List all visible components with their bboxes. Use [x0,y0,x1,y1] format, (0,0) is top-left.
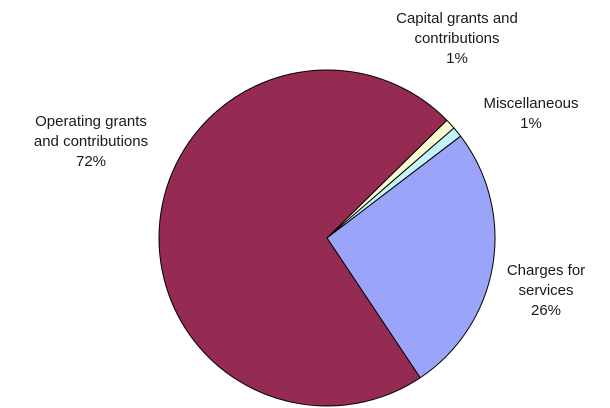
label-charges-for-services: Charges for services 26% [490,261,602,321]
label-operating-grants-percent: 72% [75,153,107,170]
label-miscellaneous-percent: 1% [520,115,542,132]
label-miscellaneous: Miscellaneous 1% [456,94,606,134]
label-operating-grants: Operating grants and contributions 72% [6,112,176,172]
label-charges-percent: 26% [530,302,562,319]
label-charges-line-2: services [518,282,574,299]
slice-charges-for-services [326,135,496,379]
label-charges-line-1: Charges for [506,262,586,279]
label-capital-grants-line-1: Capital grants and [396,10,518,27]
slice-operating-grants [158,69,448,407]
label-operating-grants-line-1: Operating grants [35,113,147,130]
label-capital-grants-line-2: contributions [414,30,500,47]
label-capital-grants-percent: 1% [446,50,468,67]
label-miscellaneous-line-1: Miscellaneous [483,95,579,112]
label-operating-grants-line-2: and contributions [33,133,149,150]
label-capital-grants: Capital grants and contributions 1% [368,9,546,69]
